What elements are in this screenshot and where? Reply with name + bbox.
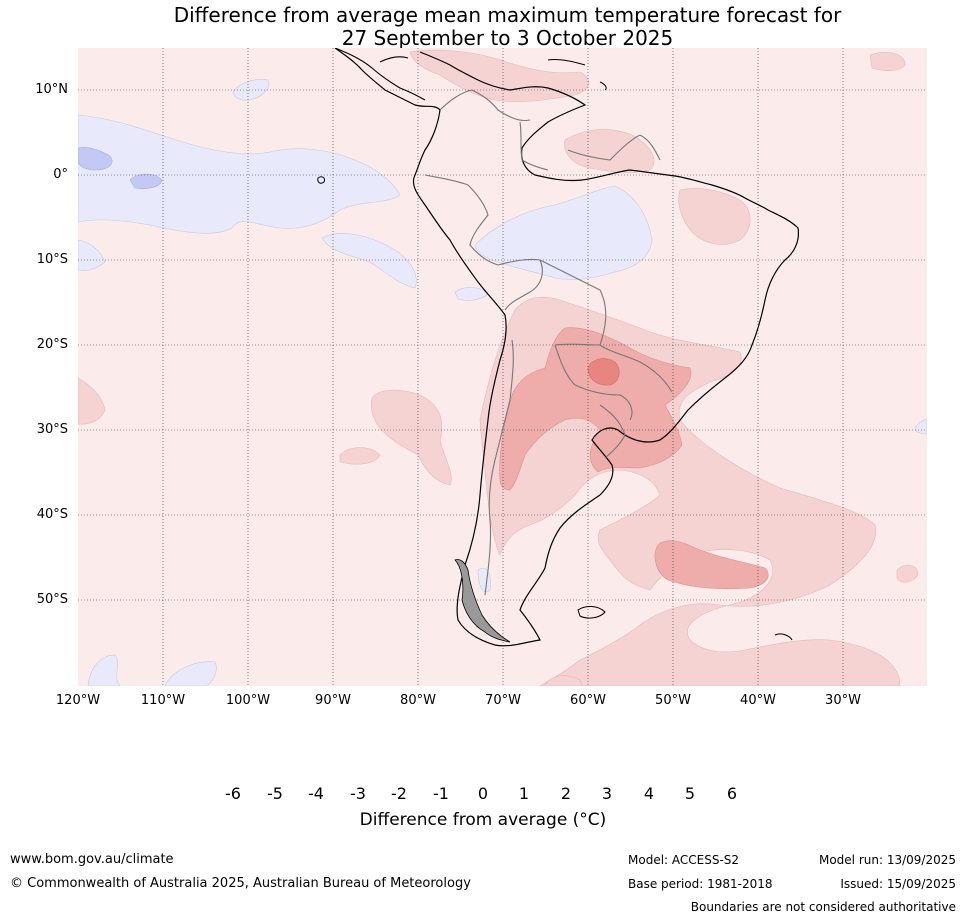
- lon-label: 90°W: [315, 693, 351, 708]
- cool-anomaly-strong-1: [78, 147, 113, 171]
- cool-anomaly-amazon: [474, 185, 653, 280]
- lon-label: 70°W: [485, 693, 521, 708]
- forecast-map: [78, 48, 927, 686]
- lon-label: 50°W: [655, 693, 691, 708]
- continent-coastline: [334, 48, 800, 647]
- warm-anomaly-northeast-brazil: [678, 188, 751, 245]
- base-period-text: Base period: 1981-2018: [628, 877, 773, 891]
- warm-anomaly-south-1: [544, 675, 583, 686]
- lat-label: 30°S: [36, 422, 68, 437]
- cool-anomaly-strong-2: [129, 173, 163, 190]
- warm-anomaly-south-atlantic: [654, 540, 769, 590]
- warm-anomaly-pacific-2: [339, 447, 381, 465]
- warm-anomaly-pacific-3: [78, 377, 106, 425]
- lat-label: 50°S: [36, 592, 68, 607]
- tierra-del-fuego: [454, 559, 511, 643]
- cool-anomaly-pacific-3: [78, 239, 106, 272]
- colorbar-tick-label: -5: [267, 784, 283, 803]
- lon-label: 100°W: [225, 693, 271, 708]
- lon-label: 80°W: [400, 693, 436, 708]
- warm-anomaly-north-2: [869, 52, 906, 71]
- lon-label: 120°W: [55, 693, 101, 708]
- lon-label: 30°W: [825, 693, 861, 708]
- issued-text: Issued: 15/09/2025: [840, 877, 956, 891]
- colorbar-tick-label: 6: [726, 784, 738, 803]
- colorbar-tick-label: -2: [391, 784, 407, 803]
- lat-label: 0°: [53, 167, 68, 182]
- cool-anomaly-south-pacific: [87, 654, 217, 686]
- colorbar-tick-label: -4: [308, 784, 324, 803]
- lat-label: 10°N: [35, 82, 68, 97]
- galapagos: [317, 176, 325, 184]
- colorbar-tick-label: -3: [350, 784, 366, 803]
- lon-label: 60°W: [570, 693, 606, 708]
- model-text: Model: ACCESS-S2: [628, 853, 740, 867]
- copyright-text: © Commonwealth of Australia 2025, Austra…: [10, 876, 471, 891]
- warm-anomaly-north-1: [409, 49, 589, 102]
- colorbar-tick-label: -6: [225, 784, 241, 803]
- lon-label: 40°W: [740, 693, 776, 708]
- colorbar-tick-label: -1: [433, 784, 449, 803]
- gridlines: [78, 48, 927, 686]
- model-run-text: Model run: 13/09/2025: [818, 853, 956, 867]
- lat-label: 40°S: [36, 507, 68, 522]
- cool-anomaly-pacific-2: [321, 233, 417, 289]
- central-america-coast: [334, 48, 426, 101]
- cool-anomaly-pacific: [78, 114, 401, 234]
- title-line-2: 27 September to 3 October 2025: [341, 26, 674, 50]
- falkland-islands: [577, 606, 606, 619]
- warm-anomaly-east-1: [896, 564, 919, 583]
- disclaimer-text: Boundaries are not considered authoritat…: [690, 900, 956, 914]
- warm-anomaly-paraguay: [499, 327, 692, 491]
- lat-label: 10°S: [36, 252, 68, 267]
- lat-label: 20°S: [36, 337, 68, 352]
- colorbar-tick-label: 5: [684, 784, 696, 803]
- title-line-1: Difference from average mean maximum tem…: [173, 3, 842, 27]
- colorbar-tick-label: 3: [601, 784, 613, 803]
- map-title: Difference from average mean maximum tem…: [0, 4, 965, 50]
- colorbar-title: Difference from average (°C): [359, 810, 607, 830]
- caribbean-islands: [547, 59, 607, 91]
- colorbar-tick-label: 0: [477, 784, 489, 803]
- lon-label: 110°W: [140, 693, 186, 708]
- warm-anomaly-strong-core: [587, 358, 620, 386]
- country-borders: [424, 89, 673, 596]
- cool-anomaly-east: [914, 419, 927, 435]
- website-link[interactable]: www.bom.gov.au/climate: [10, 852, 174, 867]
- warm-anomaly-pacific-1: [370, 389, 452, 486]
- colorbar-tick-label: 2: [560, 784, 572, 803]
- colorbar-tick-label: 1: [518, 784, 530, 803]
- colorbar-tick-label: 4: [643, 784, 655, 803]
- south-georgia: [774, 633, 793, 641]
